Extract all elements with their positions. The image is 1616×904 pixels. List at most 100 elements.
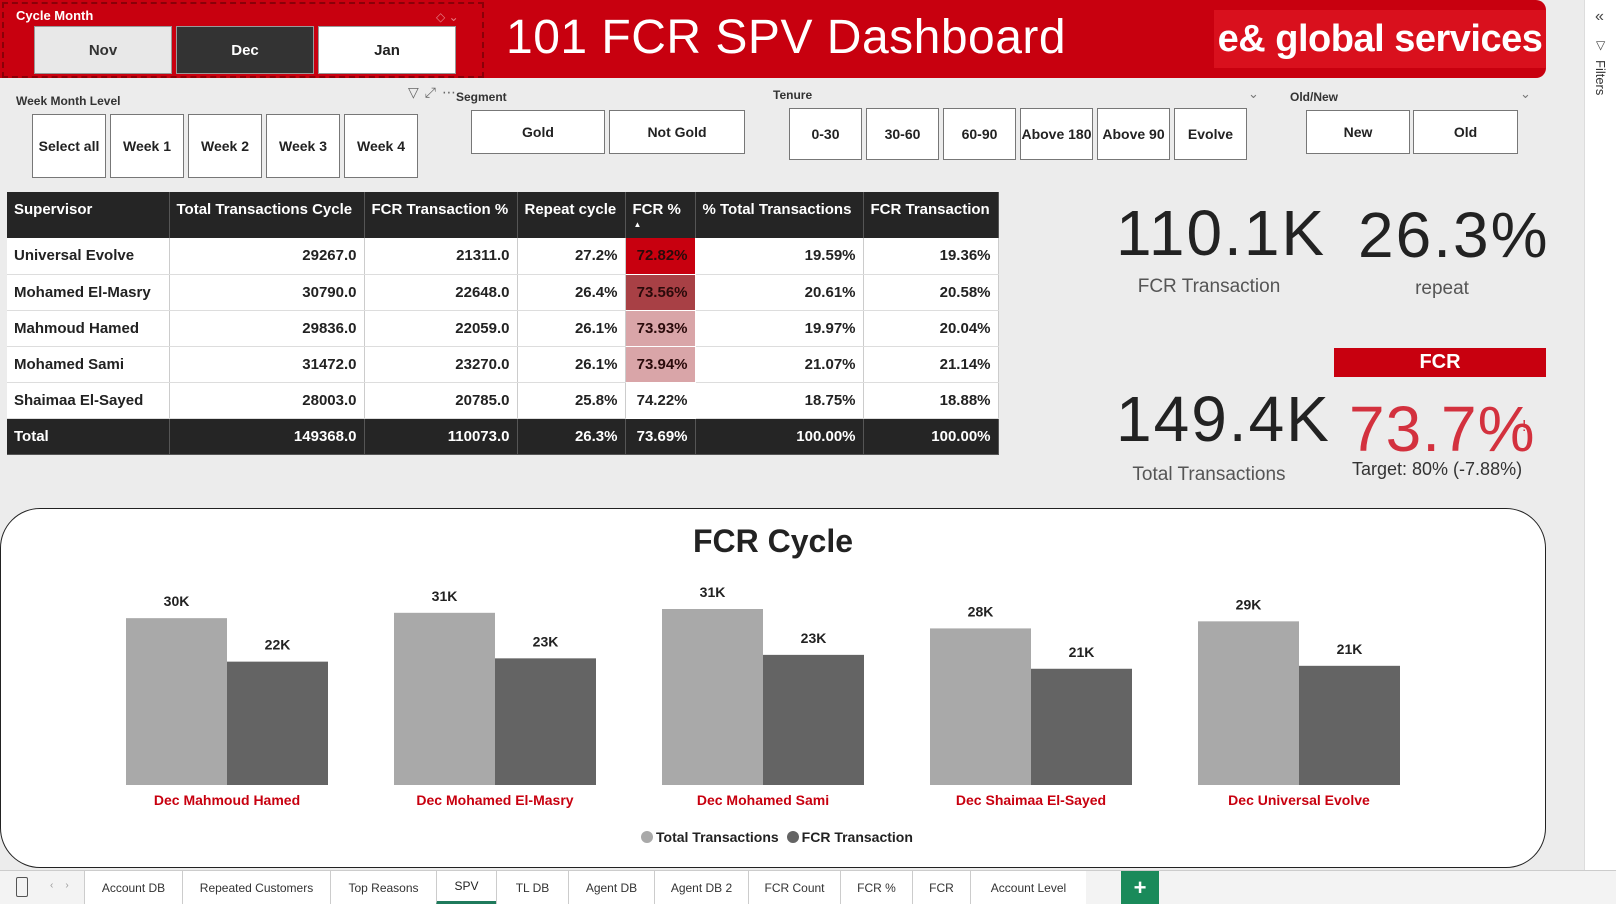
bar-total-transactions[interactable] bbox=[662, 609, 763, 785]
col-fcr-transaction-pct[interactable]: FCR Transaction % bbox=[364, 192, 518, 238]
tab-fcr[interactable]: FCR bbox=[912, 871, 970, 904]
col-repeat-cycle[interactable]: Repeat cycle bbox=[517, 192, 626, 238]
table-cell: 22648.0 bbox=[364, 274, 518, 311]
bar-fcr-transaction[interactable] bbox=[227, 661, 328, 785]
segment-not-gold-button[interactable]: Not Gold bbox=[609, 110, 745, 154]
tenure-60-90-button[interactable]: 60-90 bbox=[943, 108, 1016, 160]
legend-total-transactions[interactable]: Total Transactions bbox=[641, 829, 779, 845]
kpi-repeat-value: 26.3% bbox=[1358, 199, 1550, 271]
tenure-0-30-button[interactable]: 0-30 bbox=[789, 108, 862, 160]
table-cell: 26.1% bbox=[517, 346, 626, 383]
table-row[interactable]: Universal Evolve 29267.0 21311.0 27.2% 72.82… bbox=[7, 238, 999, 275]
page-view-icon[interactable] bbox=[16, 877, 28, 897]
slicer-eraser-icon[interactable]: ◇ ⌄ bbox=[436, 10, 459, 24]
table-cell: Mohamed Sami bbox=[7, 346, 170, 383]
bar-fcr-transaction[interactable] bbox=[1031, 668, 1132, 785]
table-header-row: Supervisor Total Transactions Cycle FCR … bbox=[7, 192, 999, 238]
bar-data-label: 31K bbox=[432, 588, 458, 604]
col-fcr-pct[interactable]: FCR % ▲ bbox=[625, 192, 696, 238]
bar-total-transactions[interactable] bbox=[394, 612, 495, 785]
table-row[interactable]: Shaimaa El-Sayed 28003.0 20785.0 25.8% 74.22… bbox=[7, 382, 999, 419]
week-3-button[interactable]: Week 3 bbox=[266, 114, 340, 178]
table-row[interactable]: Mohamed Sami 31472.0 23270.0 26.1% 73.94% 21.… bbox=[7, 346, 999, 383]
bar-data-label: 22K bbox=[265, 637, 291, 653]
collapse-icon[interactable]: « bbox=[1595, 8, 1604, 25]
cycle-month-dec-button[interactable]: Dec bbox=[176, 26, 314, 74]
legend-fcr-transaction-swatch bbox=[786, 831, 799, 843]
table-row[interactable]: Mohamed El-Masry 30790.0 22648.0 26.4% 73.56… bbox=[7, 274, 999, 311]
tab-fcr-count[interactable]: FCR Count bbox=[748, 871, 840, 904]
table-cell: 73.93% bbox=[625, 310, 696, 347]
col-supervisor[interactable]: Supervisor bbox=[7, 192, 170, 238]
cycle-month-jan-button[interactable]: Jan bbox=[318, 26, 456, 74]
week-2-button[interactable]: Week 2 bbox=[188, 114, 262, 178]
tab-top-reasons[interactable]: Top Reasons bbox=[330, 871, 436, 904]
table-cell: Mahmoud Hamed bbox=[7, 310, 170, 347]
table-cell: Mohamed El-Masry bbox=[7, 274, 170, 311]
col-pct-total-transactions[interactable]: % Total Transactions bbox=[695, 192, 864, 238]
table-cell: 19.97% bbox=[695, 310, 864, 347]
tab-tl-db[interactable]: TL DB bbox=[496, 871, 568, 904]
table-cell: 73.56% bbox=[625, 274, 696, 311]
bar-total-transactions[interactable] bbox=[1198, 621, 1299, 785]
table-cell: 21311.0 bbox=[364, 238, 518, 275]
more-options-icon: ⋯ bbox=[441, 84, 462, 100]
tab-repeated-customers[interactable]: Repeated Customers bbox=[182, 871, 330, 904]
table-cell: 21.14% bbox=[863, 346, 999, 383]
filters-label: Filters bbox=[1593, 60, 1608, 96]
table-cell: 27.2% bbox=[517, 238, 626, 275]
old-new-new-button[interactable]: New bbox=[1306, 110, 1410, 154]
table-total-row: Total 149368.0 110073.0 26.3% 73.69% 100.00% 1… bbox=[7, 418, 999, 455]
tab-spv[interactable]: SPV bbox=[436, 871, 496, 904]
category-label: Dec Mohamed Sami bbox=[697, 792, 829, 808]
tab-agent-db-2[interactable]: Agent DB 2 bbox=[654, 871, 748, 904]
old-new-old-button[interactable]: Old bbox=[1413, 110, 1518, 154]
week-4-button[interactable]: Week 4 bbox=[344, 114, 418, 178]
bar-fcr-transaction[interactable] bbox=[1299, 665, 1400, 785]
tenure-evolve-button[interactable]: Evolve bbox=[1174, 108, 1247, 160]
funnel-icon: ▽ bbox=[1596, 38, 1606, 52]
table-cell: 23270.0 bbox=[364, 346, 518, 383]
bar-data-label: 23K bbox=[533, 633, 559, 649]
cycle-month-label: Cycle Month bbox=[16, 8, 94, 23]
tenure-above-180-button[interactable]: Above 180 bbox=[1020, 108, 1093, 160]
tab-account-db[interactable]: Account DB bbox=[84, 871, 182, 904]
table-cell: 73.94% bbox=[625, 346, 696, 383]
col-total-transactions-cycle[interactable]: Total Transactions Cycle bbox=[169, 192, 365, 238]
old-new-chevron-down-icon[interactable]: ⌄ bbox=[1520, 86, 1531, 101]
week-select-all-button[interactable]: Select all bbox=[32, 114, 106, 178]
supervisor-table: Supervisor Total Transactions Cycle FCR … bbox=[7, 192, 999, 455]
tenure-30-60-button[interactable]: 30-60 bbox=[866, 108, 939, 160]
col-fcr-transaction[interactable]: FCR Transaction bbox=[863, 192, 999, 238]
filter-icon: ▽ bbox=[408, 84, 425, 100]
legend-fcr-transaction[interactable]: FCR Transaction bbox=[786, 829, 913, 845]
tab-fcr[interactable]: FCR % bbox=[840, 871, 912, 904]
old-new-label: Old/New bbox=[1290, 90, 1339, 104]
filters-pane[interactable]: « ▽ Filters bbox=[1584, 0, 1616, 870]
tab-agent-db[interactable]: Agent DB bbox=[568, 871, 654, 904]
table-total-cell: 26.3% bbox=[517, 418, 626, 455]
tenure-above-90-button[interactable]: Above 90 bbox=[1097, 108, 1170, 160]
bar-total-transactions[interactable] bbox=[930, 628, 1031, 785]
table-cell: 20.58% bbox=[863, 274, 999, 311]
table-cell: 18.88% bbox=[863, 382, 999, 419]
segment-gold-button[interactable]: Gold bbox=[471, 110, 605, 154]
tenure-label: Tenure bbox=[773, 88, 813, 102]
bar-fcr-transaction[interactable] bbox=[495, 658, 596, 785]
week-1-button[interactable]: Week 1 bbox=[110, 114, 184, 178]
cycle-month-nov-button[interactable]: Nov bbox=[34, 26, 172, 74]
kpi-fcr-warning-icon: ! bbox=[1522, 418, 1527, 435]
tab-account-level[interactable]: Account Level bbox=[970, 871, 1086, 904]
category-label: Dec Shaimaa El-Sayed bbox=[956, 792, 1106, 808]
tab-scroll-arrows[interactable]: ‹› bbox=[50, 880, 81, 891]
add-page-button[interactable]: + bbox=[1121, 871, 1159, 904]
visual-header-icons[interactable]: ▽⤢⋯ bbox=[408, 84, 462, 101]
table-cell: 20.61% bbox=[695, 274, 864, 311]
bar-total-transactions[interactable] bbox=[126, 618, 227, 785]
sheet-tab-bar: ‹› Account DB Repeated Customers Top Reaso… bbox=[0, 870, 1616, 904]
table-cell: Universal Evolve bbox=[7, 238, 170, 275]
table-total-cell: 149368.0 bbox=[169, 418, 365, 455]
tenure-chevron-down-icon[interactable]: ⌄ bbox=[1248, 86, 1259, 101]
bar-fcr-transaction[interactable] bbox=[763, 654, 864, 785]
table-row[interactable]: Mahmoud Hamed 29836.0 22059.0 26.1% 73.93% 19… bbox=[7, 310, 999, 347]
